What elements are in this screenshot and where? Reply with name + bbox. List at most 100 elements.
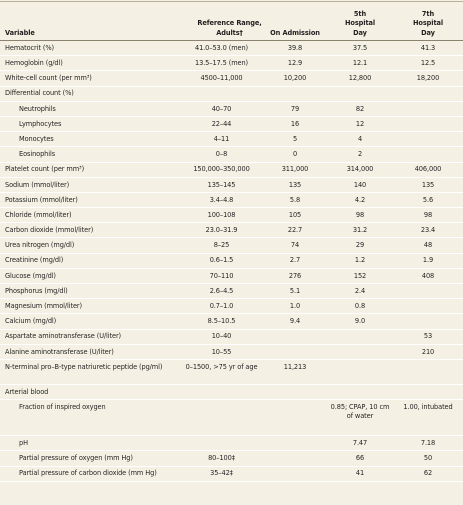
cell-5th-hospital-day	[327, 359, 393, 384]
cell-7th-hospital-day	[393, 384, 463, 399]
cell-5th-hospital-day: 98	[355, 210, 365, 219]
cell-7th-hospital-day: 50	[423, 454, 433, 463]
cell-7th-hospital-day	[393, 86, 463, 101]
cell-on-admission	[263, 451, 327, 466]
cell-5th-hospital-day: 12.1	[352, 59, 368, 68]
cell-on-admission: 105	[288, 210, 302, 219]
cell-reference-range	[180, 436, 263, 451]
cell-7th-hospital-day: 41.3	[420, 43, 436, 52]
cell-reference-range	[180, 400, 263, 436]
cell-7th-hospital-day: 62	[423, 469, 433, 478]
table-row: Hemoglobin (g/dl) 13.5–17.5 (men) 12.9 12.1…	[0, 56, 463, 71]
cell-7th-hospital-day: 406,000	[414, 165, 442, 174]
cell-on-admission	[263, 86, 327, 101]
cell-5th-hospital-day: 31.2	[352, 226, 368, 235]
cell-7th-hospital-day: 48	[423, 241, 433, 250]
table-body: Hematocrit (%) 41.0–53.0 (men) 39.8 37.5 41.…	[0, 41, 463, 482]
cell-variable: Sodium (mmol/liter)	[5, 180, 70, 189]
cell-reference-range: 8.5–10.5	[207, 317, 236, 326]
cell-5th-hospital-day	[327, 344, 393, 359]
cell-on-admission: 22.7	[287, 226, 303, 235]
cell-variable: Calcium (mg/dl)	[5, 317, 57, 326]
cell-on-admission: 79	[290, 104, 300, 113]
cell-7th-hospital-day	[393, 314, 463, 329]
cell-reference-range: 150,000–350,000	[193, 165, 250, 174]
header-7th-hospital-day: 7th Hospital Day	[412, 9, 443, 37]
cell-5th-hospital-day: 0.8	[354, 302, 366, 311]
cell-5th-hospital-day: 0.85; CPAP, 10 cm of water	[330, 403, 390, 420]
cell-variable: pH	[19, 438, 28, 447]
cell-5th-hospital-day: 152	[353, 271, 367, 280]
cell-variable: Arterial blood	[5, 387, 49, 396]
cell-variable: Monocytes	[19, 134, 54, 143]
cell-reference-range: 0–8	[215, 150, 228, 159]
cell-reference-range: 0–1500, >75 yr of age	[185, 362, 258, 371]
cell-7th-hospital-day: 1.9	[422, 256, 434, 265]
cell-7th-hospital-day	[393, 147, 463, 162]
table-row: Eosinophils 0–8 0 2	[0, 147, 463, 162]
cell-reference-range	[180, 86, 263, 101]
cell-on-admission: 276	[288, 271, 302, 280]
cell-reference-range: 41.0–53.0 (men)	[194, 43, 249, 52]
cell-on-admission: 311,000	[281, 165, 309, 174]
cell-5th-hospital-day	[327, 384, 393, 399]
cell-on-admission	[263, 436, 327, 451]
cell-7th-hospital-day	[393, 101, 463, 116]
cell-reference-range: 80–100‡	[208, 454, 235, 463]
cell-variable: Potassium (mmol/liter)	[5, 195, 78, 204]
table-row: pH 7.47 7.18	[0, 436, 463, 451]
header-variable: Variable	[5, 28, 35, 37]
table-row: Urea nitrogen (mg/dl) 8–25 74 29 48	[0, 238, 463, 254]
cell-variable: Fraction of inspired oxygen	[19, 403, 106, 412]
cell-5th-hospital-day: 41	[355, 469, 365, 478]
table-row: Lymphocytes 22–44 16 12	[0, 116, 463, 132]
cell-reference-range: 8–25	[213, 241, 230, 250]
cell-7th-hospital-day: 98	[423, 210, 433, 219]
cell-5th-hospital-day: 12,800	[348, 74, 372, 83]
cell-7th-hospital-day: 18,200	[416, 74, 440, 83]
cell-5th-hospital-day: 29	[355, 241, 365, 250]
table-row: White-cell count (per mm³) 4500–11,000 10,…	[0, 71, 463, 87]
cell-7th-hospital-day	[393, 116, 463, 131]
table-row: Partial pressure of carbon dioxide (mm H…	[0, 466, 463, 482]
table-row: Sodium (mmol/liter) 135–145 135 140 135	[0, 177, 463, 193]
cell-reference-range: 23.0–31.9	[205, 226, 238, 235]
cell-reference-range: 40–70	[211, 104, 232, 113]
cell-reference-range: 22–44	[211, 119, 232, 128]
cell-on-admission: 39.8	[287, 43, 303, 52]
cell-reference-range: 13.5–17.5 (men)	[194, 59, 249, 68]
cell-5th-hospital-day: 66	[355, 454, 365, 463]
cell-variable: Aspartate aminotransferase (U/liter)	[5, 332, 122, 341]
cell-reference-range: 3.4–4.8	[209, 195, 234, 204]
cell-on-admission: 5	[292, 134, 298, 143]
table-row: Calcium (mg/dl) 8.5–10.5 9.4 9.0	[0, 314, 463, 330]
table-row: Magnesium (mmol/liter) 0.7–1.0 1.0 0.8	[0, 299, 463, 314]
cell-variable: N-terminal pro–B-type natriuretic peptid…	[5, 362, 163, 371]
cell-7th-hospital-day	[393, 284, 463, 299]
cell-on-admission	[263, 344, 327, 359]
cell-variable: Chloride (mmol/liter)	[5, 210, 72, 219]
cell-on-admission: 74	[290, 241, 300, 250]
cell-reference-range: 10–55	[211, 347, 232, 356]
table-row: N-terminal pro–B-type natriuretic peptid…	[0, 359, 463, 385]
cell-7th-hospital-day: 53	[423, 332, 433, 341]
table-row: Carbon dioxide (mmol/liter) 23.0–31.9 22.7…	[0, 223, 463, 238]
cell-on-admission: 5.1	[289, 286, 301, 295]
cell-5th-hospital-day: 4	[357, 134, 363, 143]
cell-5th-hospital-day: 1.2	[354, 256, 366, 265]
cell-5th-hospital-day: 7.47	[352, 438, 368, 447]
cell-variable: Glucose (mg/dl)	[5, 271, 56, 280]
table-row: Monocytes 4–11 5 4	[0, 132, 463, 147]
cell-5th-hospital-day	[327, 86, 393, 101]
cell-on-admission: 9.4	[289, 317, 301, 326]
cell-5th-hospital-day: 9.0	[354, 317, 366, 326]
table-row: Aspartate aminotransferase (U/liter) 10–4…	[0, 329, 463, 345]
cell-5th-hospital-day: 140	[353, 180, 367, 189]
cell-on-admission	[263, 329, 327, 344]
table-row: Platelet count (per mm³) 150,000–350,000 3…	[0, 162, 463, 178]
cell-reference-range: 70–110	[209, 271, 234, 280]
cell-variable: Phosphorus (mg/dl)	[5, 286, 68, 295]
cell-variable: Carbon dioxide (mmol/liter)	[5, 226, 94, 235]
cell-5th-hospital-day: 37.5	[352, 43, 368, 52]
